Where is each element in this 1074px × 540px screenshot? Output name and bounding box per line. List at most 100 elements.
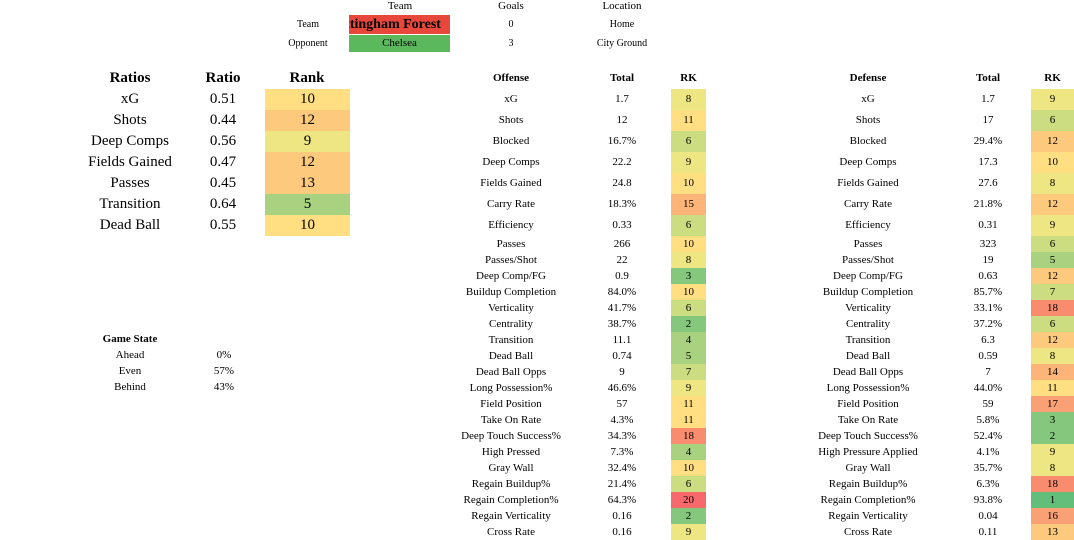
game-state-title: Game State [102, 333, 158, 345]
offense-row-name: Field Position [480, 398, 542, 410]
defense-row-rank: 11 [1031, 380, 1074, 396]
header-col-goals: Goals [498, 0, 524, 12]
ratio-row-name: Transition [99, 196, 161, 212]
offense-row-name: Deep Comps [482, 156, 540, 168]
offense-row-total: 16.7% [607, 135, 637, 147]
offense-row-name: Carry Rate [487, 198, 535, 210]
offense-row-rank: 4 [671, 444, 706, 460]
defense-row-rank: 12 [1031, 332, 1074, 348]
defense-row-rank: 8 [1031, 460, 1074, 476]
defense-row-total: 21.8% [973, 198, 1003, 210]
defense-row-total: 85.7% [973, 286, 1003, 298]
team-location: Home [609, 19, 635, 30]
offense-row-rank: 15 [671, 194, 706, 215]
defense-row-rank: 9 [1031, 444, 1074, 460]
defense-row-name: Passes/Shot [842, 254, 894, 266]
defense-row-rank: 9 [1031, 215, 1074, 236]
offense-row-total: 21.4% [607, 478, 637, 490]
offense-row-name: Passes [496, 238, 526, 250]
ratio-row-value: 0.55 [209, 217, 237, 233]
opponent-goals: 3 [508, 38, 514, 49]
offense-row-name: Regain Verticality [471, 510, 551, 522]
defense-row-total: 6.3 [981, 334, 995, 346]
offense-row-name: Gray Wall [488, 462, 534, 474]
offense-row-total: 11.1 [612, 334, 632, 346]
ratio-row-name: Deep Comps [91, 133, 169, 149]
offense-row-rank: 6 [671, 476, 706, 492]
offense-row-name: Dead Ball [488, 350, 534, 362]
defense-row-name: Dead Ball [845, 350, 891, 362]
offense-row-total: 24.8 [612, 177, 632, 189]
defense-row-rank: 6 [1031, 316, 1074, 332]
offense-row-name: Regain Buildup% [471, 478, 551, 490]
offense-row-rank: 10 [671, 460, 706, 476]
defense-row-name: Centrality [846, 318, 890, 330]
defense-row-rank: 12 [1031, 131, 1074, 152]
offense-row-total: 32.4% [607, 462, 637, 474]
offense-row-total: 18.3% [607, 198, 637, 210]
defense-row-rank: 10 [1031, 152, 1074, 173]
defense-row-total: 4.1% [976, 446, 1000, 458]
offense-header-rank: RK [680, 72, 697, 84]
offense-row-name: Verticality [488, 302, 534, 314]
ratio-row-value: 0.44 [209, 112, 237, 128]
defense-row-name: Take On Rate [837, 414, 899, 426]
defense-row-total: 0.63 [978, 270, 998, 282]
defense-row-name: High Pressure Applied [818, 446, 918, 458]
offense-row-name: Fields Gained [480, 177, 542, 189]
offense-row-rank: 10 [671, 284, 706, 300]
offense-row-name: Efficiency [488, 219, 534, 231]
offense-row-total: 34.3% [607, 430, 637, 442]
defense-row-rank: 9 [1031, 89, 1074, 110]
offense-row-name: Deep Touch Success% [461, 430, 561, 442]
offense-row-name: Shots [498, 114, 524, 126]
defense-row-rank: 2 [1031, 428, 1074, 444]
ratio-row-rank: 10 [265, 89, 350, 110]
offense-row-rank: 10 [671, 173, 706, 194]
offense-row-total: 4.3% [610, 414, 634, 426]
defense-row-name: Field Position [837, 398, 899, 410]
offense-row-name: Dead Ball Opps [475, 366, 547, 378]
offense-row-rank: 18 [671, 428, 706, 444]
offense-row-total: 22.2 [612, 156, 632, 168]
defense-row-rank: 8 [1031, 173, 1074, 194]
offense-row-rank: 20 [671, 492, 706, 508]
defense-row-rank: 1 [1031, 492, 1074, 508]
header-col-location: Location [602, 0, 642, 12]
defense-row-name: Deep Touch Success% [818, 430, 918, 442]
opponent-row-label: Opponent [288, 38, 328, 49]
offense-header-name: Offense [492, 72, 530, 84]
defense-row-total: 35.7% [973, 462, 1003, 474]
offense-row-rank: 11 [671, 110, 706, 131]
offense-row-rank: 10 [671, 236, 706, 252]
opponent-location: City Ground [596, 38, 648, 49]
offense-row-name: Blocked [492, 135, 530, 147]
offense-row-name: Transition [488, 334, 534, 346]
defense-row-name: Cross Rate [844, 526, 892, 538]
offense-row-rank: 2 [671, 316, 706, 332]
offense-row-name: Deep Comp/FG [476, 270, 546, 282]
offense-row-rank: 11 [671, 396, 706, 412]
defense-row-rank: 18 [1031, 476, 1074, 492]
offense-row-total: 7.3% [610, 446, 634, 458]
defense-row-rank: 8 [1031, 348, 1074, 364]
defense-row-total: 37.2% [973, 318, 1003, 330]
defense-row-name: Regain Verticality [828, 510, 908, 522]
defense-row-name: Carry Rate [844, 198, 892, 210]
offense-row-rank: 9 [671, 380, 706, 396]
team-name-cell: Nottingham Forest [349, 15, 450, 34]
defense-row-name: Blocked [849, 135, 887, 147]
defense-row-total: 93.8% [973, 494, 1003, 506]
defense-header-rank: RK [1044, 72, 1061, 84]
defense-row-rank: 3 [1031, 412, 1074, 428]
defense-row-name: Deep Comps [839, 156, 897, 168]
header-col-team: Team [387, 0, 413, 12]
defense-row-total: 27.6 [978, 177, 998, 189]
offense-row-rank: 2 [671, 508, 706, 524]
offense-row-total: 12 [616, 114, 628, 126]
defense-header-total: Total [975, 72, 1001, 84]
ratio-row-value: 0.64 [209, 196, 237, 212]
offense-row-total: 57 [616, 398, 628, 410]
ratio-row-rank: 9 [265, 131, 350, 152]
offense-row-rank: 6 [671, 215, 706, 236]
